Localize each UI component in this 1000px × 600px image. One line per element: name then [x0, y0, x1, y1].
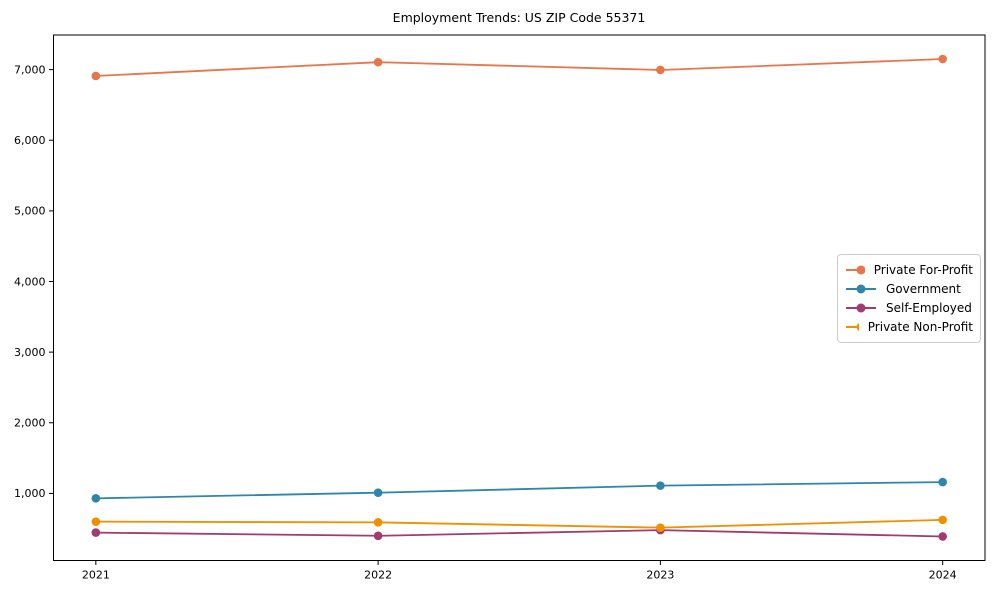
series-line-government — [95, 481, 943, 500]
legend-marker-icon — [846, 284, 876, 294]
legend-item-government: Government — [845, 283, 973, 295]
data-point-private-non-profit-2022 — [373, 518, 383, 527]
data-point-self-employed-2024 — [938, 532, 947, 541]
x-tick-label: 2022 — [364, 569, 392, 582]
data-point-government-2023 — [656, 481, 665, 490]
data-point-government-2024 — [938, 477, 947, 487]
series-line-self-employed — [95, 529, 943, 538]
y-tick-label: 3,000 — [14, 346, 46, 359]
legend-item-private-non-profit: Private Non-Profit — [845, 321, 973, 333]
plot-layer: 1,000 2,000 3,000 4,000 5,000 6,000 7,000 2021 2… — [14, 34, 986, 582]
legend-marker-icon — [846, 265, 865, 275]
plot-border — [53, 34, 986, 561]
y-tick-label: 1,000 — [14, 487, 46, 500]
legend-marker-icon — [846, 323, 859, 332]
legend-label-self-employed: Self-Employed — [886, 301, 972, 316]
x-tick-label: 2023 — [646, 569, 674, 582]
y-tick-label: 4,000 — [14, 275, 46, 288]
series-line-private-non-profit — [95, 518, 943, 529]
x-tick-label: 2024 — [929, 569, 957, 582]
y-tick-label: 5,000 — [14, 205, 46, 218]
data-point-private-non-profit-2023 — [656, 523, 665, 532]
y-tick-label: 6,000 — [14, 134, 46, 147]
data-point-self-employed-2022 — [373, 531, 383, 541]
data-point-private-non-profit-2024 — [938, 515, 947, 525]
legend-label-government: Government — [886, 281, 961, 296]
legend-item-private-for-profit: Private For-Profit — [845, 264, 973, 276]
y-tick-label: 7,000 — [14, 63, 46, 76]
legend-item-self-employed: Self-Employed — [845, 302, 973, 314]
legend-marker-icon — [846, 303, 876, 313]
data-point-government-2021 — [91, 494, 101, 503]
legend: Private For-Profit Government Self-Employe… — [837, 254, 981, 343]
data-point-private-for-profit-2022 — [373, 57, 383, 67]
y-tick-label: 2,000 — [14, 417, 46, 430]
x-tick-label: 2021 — [82, 569, 110, 582]
data-point-private-non-profit-2021 — [91, 517, 101, 526]
chart-title: Employment Trends: US ZIP Code 55371 — [393, 10, 646, 25]
data-point-government-2022 — [373, 488, 383, 497]
data-point-private-for-profit-2023 — [656, 65, 665, 75]
legend-label-private-non-profit: Private Non-Profit — [867, 320, 973, 335]
data-point-private-for-profit-2024 — [938, 54, 947, 64]
legend-label-private-for-profit: Private For-Profit — [873, 262, 973, 277]
data-point-self-employed-2021 — [91, 528, 101, 537]
data-point-private-for-profit-2021 — [91, 71, 101, 81]
series-line-private-for-profit — [95, 58, 943, 77]
